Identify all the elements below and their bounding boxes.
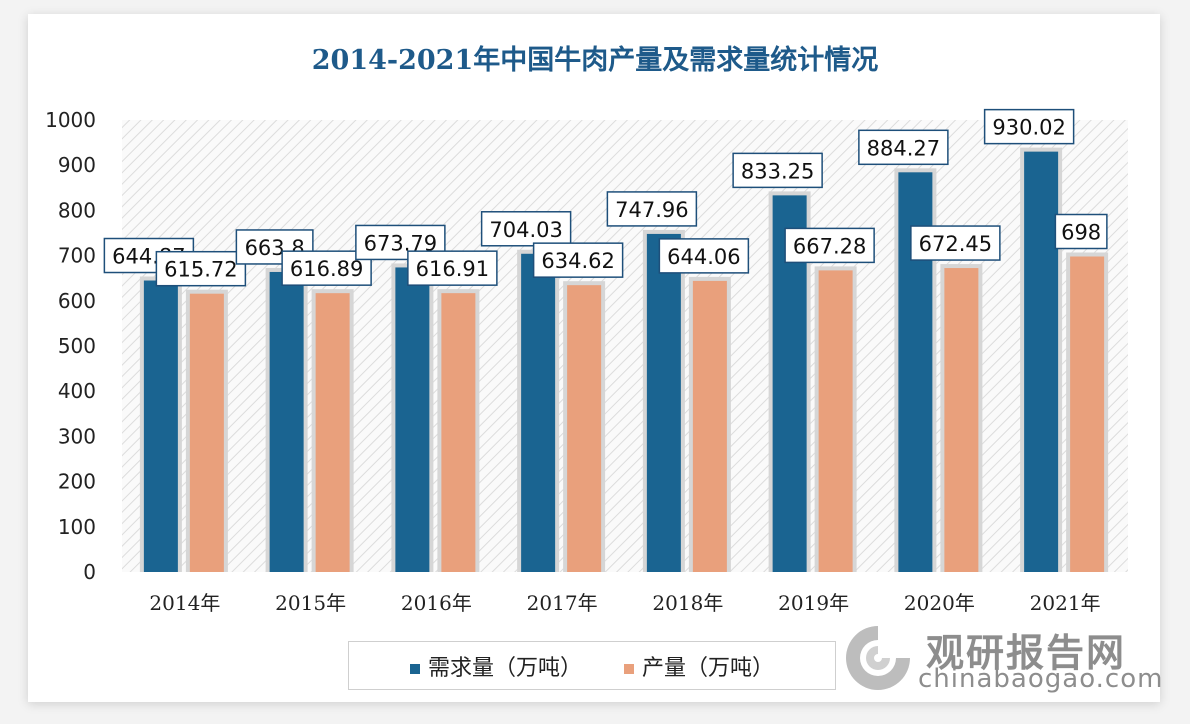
y-tick-label: 400 xyxy=(58,379,96,403)
x-tick-label: 2015年 xyxy=(275,591,346,615)
y-tick-label: 1000 xyxy=(45,108,96,132)
bar-production xyxy=(818,270,853,572)
data-label-text: 634.62 xyxy=(541,249,614,273)
data-label-box xyxy=(1054,213,1108,250)
bar-production xyxy=(1070,256,1105,572)
x-tick-label: 2017年 xyxy=(527,591,598,615)
data-label-demand: 747.96 xyxy=(606,191,698,227)
bar-production xyxy=(567,285,602,572)
data-label-text: 616.91 xyxy=(416,257,489,281)
bar-demand xyxy=(143,280,178,572)
y-tick-label: 500 xyxy=(58,334,96,358)
data-label-text: 704.03 xyxy=(489,218,562,242)
bar-production xyxy=(692,280,727,572)
legend-item-demand: 需求量（万吨） xyxy=(409,650,582,682)
data-label-box xyxy=(532,242,624,278)
data-label-text: 698 xyxy=(1061,221,1101,245)
chart-title: 2014-2021年中国牛肉产量及需求量统计情况 xyxy=(311,45,879,76)
data-label-box xyxy=(606,191,698,227)
y-tick-label: 0 xyxy=(83,560,96,584)
data-label-production: 634.62 xyxy=(532,242,624,278)
x-tick-label: 2021年 xyxy=(1030,591,1101,615)
bar-demand xyxy=(269,271,304,572)
legend-item-production: 产量（万吨） xyxy=(624,650,774,682)
bar-demand xyxy=(395,267,430,572)
legend-swatch-production xyxy=(624,663,634,674)
data-label-demand: 930.02 xyxy=(983,108,1075,145)
data-label-production: 698 xyxy=(1054,213,1108,250)
data-label-production: 644.06 xyxy=(658,238,750,274)
bar-production xyxy=(315,293,350,572)
bar-demand xyxy=(1024,151,1059,572)
bar-production xyxy=(189,293,224,572)
y-tick-label: 200 xyxy=(58,470,96,494)
legend-label-production: 产量（万吨） xyxy=(642,655,775,681)
data-label-production: 667.28 xyxy=(784,227,875,264)
watermark-logo-icon xyxy=(846,626,910,690)
x-tick-label: 2014年 xyxy=(149,591,220,615)
data-label-box xyxy=(407,250,498,286)
data-label-box xyxy=(480,211,572,247)
bar-production xyxy=(944,268,979,572)
data-label-text: 667.28 xyxy=(793,234,866,258)
bar-production xyxy=(441,293,476,572)
data-label-box xyxy=(784,227,875,264)
watermark: 观研报告网 chinabaogao.com xyxy=(838,618,1162,698)
data-label-text: 615.72 xyxy=(164,258,237,282)
data-label-box xyxy=(155,250,247,287)
data-label-box xyxy=(658,238,750,274)
data-label-demand: 704.03 xyxy=(480,211,572,247)
data-label-box xyxy=(910,225,1001,261)
y-tick-label: 800 xyxy=(58,198,96,222)
x-tick-label: 2018年 xyxy=(652,591,723,615)
y-tick-label: 300 xyxy=(58,424,96,448)
data-label-text: 833.25 xyxy=(741,159,814,183)
data-label-text: 884.27 xyxy=(867,136,940,160)
bar-demand xyxy=(521,253,556,572)
x-tick-label: 2016年 xyxy=(401,591,472,615)
bar-demand xyxy=(646,233,681,573)
data-label-box xyxy=(983,108,1075,145)
data-label-demand: 884.27 xyxy=(858,129,949,166)
y-tick-label: 600 xyxy=(58,289,96,313)
y-tick-label: 100 xyxy=(58,515,96,539)
legend-swatch-demand xyxy=(409,663,420,674)
x-tick-label: 2020年 xyxy=(904,591,975,615)
data-label-box xyxy=(732,152,823,189)
watermark-en: chinabaogao.com xyxy=(918,664,1164,694)
data-label-box xyxy=(858,129,949,166)
y-tick-label: 700 xyxy=(58,244,96,268)
legend-label-demand: 需求量（万吨） xyxy=(427,655,582,681)
data-label-text: 747.96 xyxy=(615,198,688,222)
data-label-text: 616.89 xyxy=(290,257,363,281)
legend: 需求量（万吨） 产量（万吨） xyxy=(348,641,836,690)
data-label-demand: 833.25 xyxy=(732,152,823,189)
data-label-production: 615.72 xyxy=(155,250,247,287)
data-label-production: 616.91 xyxy=(407,250,498,286)
data-label-text: 644.06 xyxy=(667,245,740,269)
data-label-text: 930.02 xyxy=(992,116,1065,140)
x-tick-label: 2019年 xyxy=(778,591,849,615)
y-tick-label: 900 xyxy=(58,153,96,177)
data-label-production: 672.45 xyxy=(910,225,1001,261)
watermark-cn: 观研报告网 xyxy=(926,631,1127,675)
data-label-text: 672.45 xyxy=(919,232,992,256)
